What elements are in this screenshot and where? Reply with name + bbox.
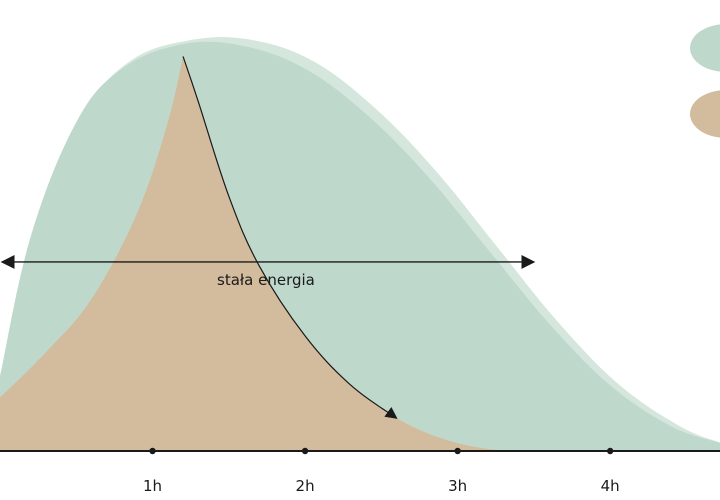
- x-tick-label: 1h: [143, 477, 162, 495]
- x-tick-mark: [606, 447, 614, 455]
- annotation-label: stała energia: [217, 271, 315, 289]
- x-tick-label: 4h: [601, 477, 620, 495]
- annotation-layer: stała energia: [0, 254, 536, 289]
- legend-swatch: [690, 24, 720, 72]
- x-tick-mark: [149, 447, 156, 455]
- legend-swatch: [690, 90, 720, 138]
- legend: [690, 24, 720, 138]
- x-tick-label: 2h: [296, 477, 315, 495]
- x-tick-label: 3h: [448, 477, 467, 495]
- x-tick-mark: [454, 447, 461, 455]
- x-axis: 1h 2h 3h 4h: [0, 447, 720, 495]
- series-tan-area: [0, 56, 534, 451]
- x-tick-mark: [301, 447, 309, 455]
- series-layer: [0, 37, 720, 452]
